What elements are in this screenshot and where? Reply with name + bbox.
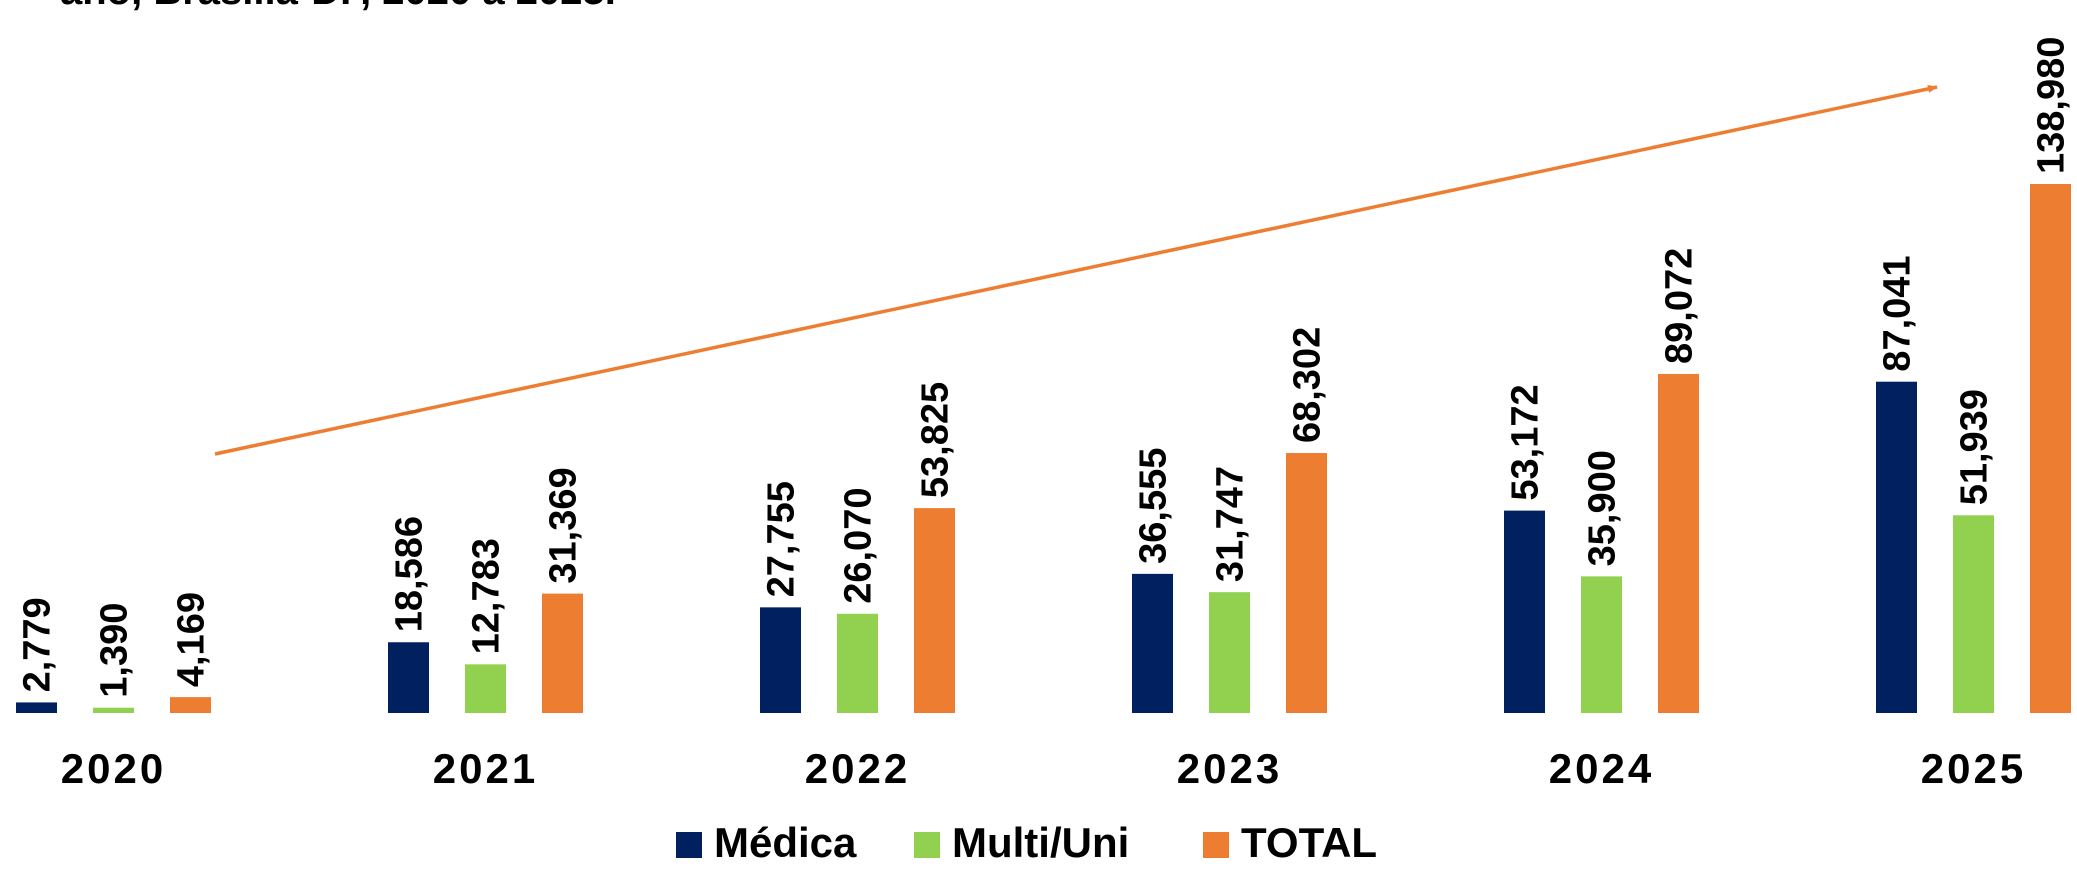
bar — [1581, 576, 1622, 713]
bar — [1286, 453, 1327, 713]
bar — [170, 697, 211, 713]
data-label: 53,172 — [1505, 384, 1547, 500]
bar — [914, 508, 955, 713]
bar — [542, 593, 583, 713]
data-label: 12,783 — [466, 538, 508, 654]
bar — [2030, 184, 2071, 713]
data-label: 89,072 — [1659, 248, 1701, 364]
data-label: 138,980 — [2031, 37, 2073, 174]
chart-title: ano, Brasília-DF, 2020 a 2025. — [60, 0, 616, 13]
legend-swatch — [1203, 832, 1229, 858]
x-tick-label: 2023 — [1177, 745, 1282, 792]
bar — [1504, 510, 1545, 713]
data-label: 53,825 — [915, 382, 957, 498]
legend-swatch — [914, 832, 940, 858]
legend-swatch — [676, 832, 702, 858]
bar — [388, 642, 429, 713]
bar — [465, 664, 506, 713]
x-tick-label: 2024 — [1549, 745, 1654, 792]
legend-label: TOTAL — [1241, 819, 1377, 866]
data-label: 2,779 — [17, 597, 59, 692]
bar — [1953, 515, 1994, 713]
data-label: 87,041 — [1877, 255, 1919, 371]
bar — [1209, 592, 1250, 713]
data-label: 31,747 — [1210, 466, 1252, 582]
x-tick-label: 2021 — [433, 745, 538, 792]
data-label: 1,390 — [94, 603, 136, 698]
bar — [16, 702, 57, 713]
data-label: 68,302 — [1287, 327, 1329, 443]
trend-arrow — [214, 84, 1938, 456]
bar — [760, 607, 801, 713]
bar — [93, 707, 134, 713]
legend-label: Multi/Uni — [952, 819, 1129, 866]
x-tick-label: 2022 — [805, 745, 910, 792]
data-label: 18,586 — [389, 516, 431, 632]
data-label: 26,070 — [838, 488, 880, 604]
bar — [1132, 573, 1173, 713]
x-tick-label: 2025 — [1921, 745, 2026, 792]
bar — [837, 613, 878, 713]
bar — [1658, 373, 1699, 713]
data-label: 27,755 — [761, 481, 803, 597]
data-label: 31,369 — [543, 467, 585, 583]
x-tick-label: 2020 — [61, 745, 166, 792]
data-label: 36,555 — [1133, 448, 1175, 564]
data-label: 35,900 — [1582, 450, 1624, 566]
data-label: 4,169 — [171, 592, 213, 687]
bar — [1876, 381, 1917, 713]
data-label: 51,939 — [1954, 389, 1996, 505]
legend-label: Médica — [714, 819, 857, 866]
